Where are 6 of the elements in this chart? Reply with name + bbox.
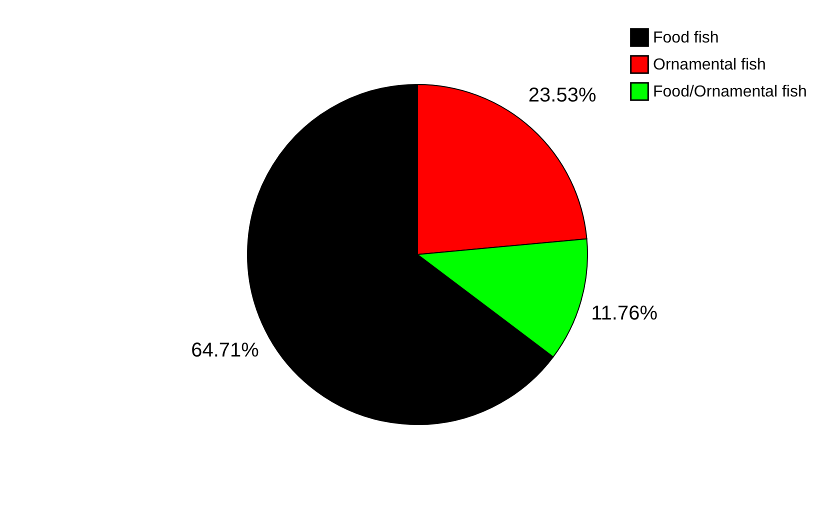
legend-label: Food fish [653,30,719,46]
data-label: 11.76% [591,302,658,324]
legend-label: Ornamental fish [653,56,766,74]
legend-label: Food/Ornamental fish [653,84,807,100]
data-label: 64.71% [191,339,260,362]
data-label: 23.53% [528,84,596,107]
